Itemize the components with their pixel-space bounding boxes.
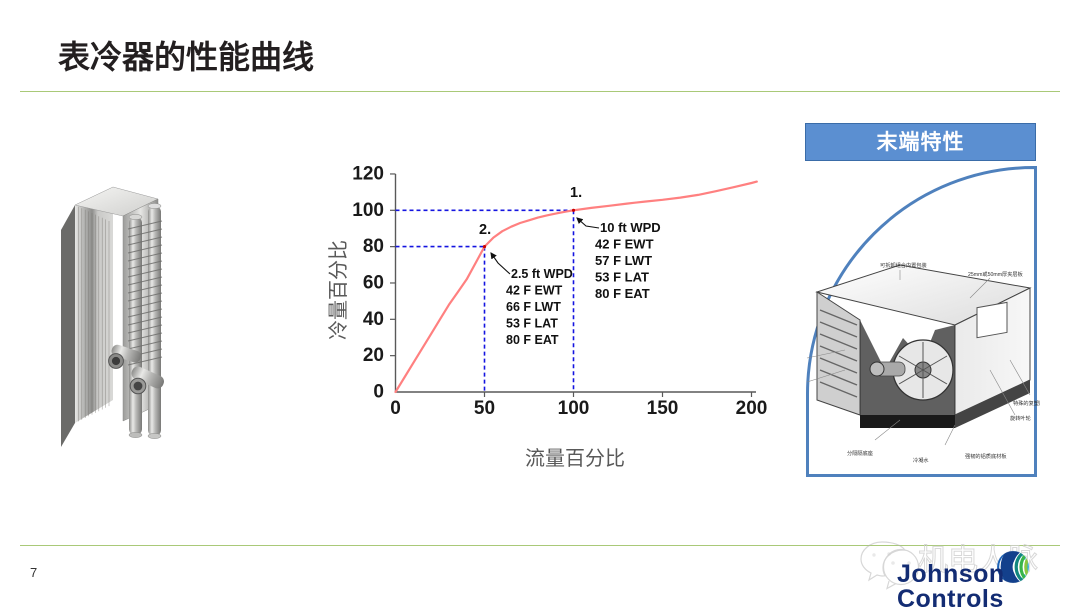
svg-text:100: 100 [352, 200, 384, 221]
svg-text:2.5 ft WPD: 2.5 ft WPD [511, 267, 573, 281]
svg-text:53 F LAT: 53 F LAT [506, 317, 558, 331]
svg-text:42 F EWT: 42 F EWT [506, 284, 563, 298]
svg-text:0: 0 [373, 382, 384, 403]
svg-text:20: 20 [363, 345, 384, 366]
svg-text:冷量百分比: 冷量百分比 [327, 240, 350, 340]
svg-text:80: 80 [363, 236, 384, 257]
svg-text:50: 50 [474, 398, 495, 419]
svg-text:200: 200 [736, 398, 768, 419]
svg-text:2.: 2. [479, 222, 491, 238]
svg-text:分隔隔底座: 分隔隔底座 [847, 449, 873, 457]
svg-text:特殊的复塑层: 特殊的复塑层 [1013, 399, 1040, 407]
svg-text:53 F LAT: 53 F LAT [595, 270, 649, 285]
svg-text:0: 0 [390, 398, 401, 419]
svg-text:120: 120 [352, 164, 384, 185]
svg-text:可拆卸组合内置包装: 可拆卸组合内置包装 [880, 261, 927, 269]
svg-text:10 ft WPD: 10 ft WPD [600, 220, 661, 235]
svg-text:150: 150 [647, 398, 679, 419]
svg-text:60: 60 [363, 273, 384, 294]
svg-text:42 F EWT: 42 F EWT [595, 237, 654, 252]
svg-text:66 F LWT: 66 F LWT [506, 300, 561, 314]
svg-text:冷凝水: 冷凝水 [913, 456, 929, 464]
svg-text:25mm或50mm厚夹层板: 25mm或50mm厚夹层板 [968, 270, 1024, 278]
svg-text:100: 100 [558, 398, 590, 419]
svg-text:40: 40 [363, 309, 384, 330]
svg-text:强韧的铝质底材板: 强韧的铝质底材板 [965, 452, 1007, 460]
svg-text:80 F EAT: 80 F EAT [595, 286, 650, 301]
svg-text:57 F LWT: 57 F LWT [595, 253, 652, 268]
svg-text:旋转叶轮: 旋转叶轮 [1010, 414, 1031, 422]
svg-text:80 F EAT: 80 F EAT [506, 333, 559, 347]
svg-text:流量百分比: 流量百分比 [525, 447, 625, 470]
svg-text:1.: 1. [570, 185, 582, 201]
